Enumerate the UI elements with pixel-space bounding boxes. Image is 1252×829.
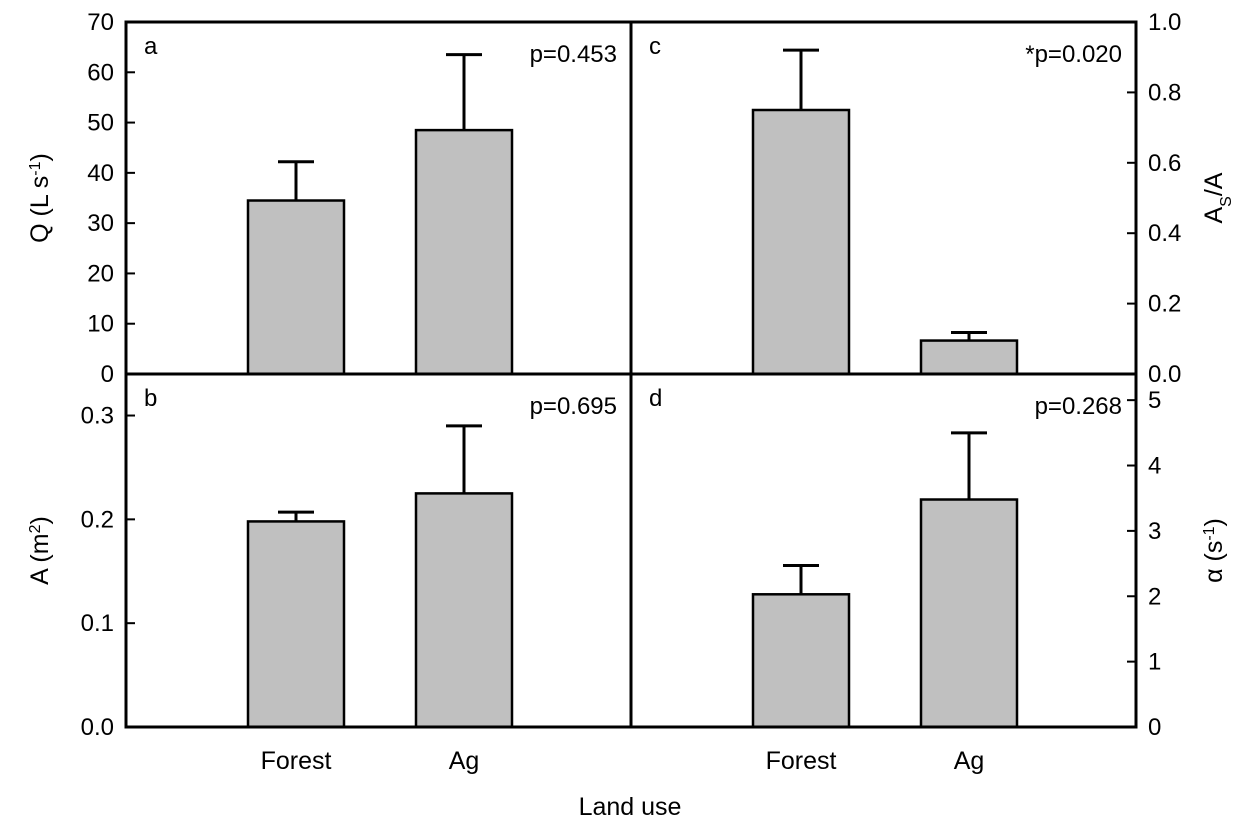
panel-d-y-tick-label-5: 5 <box>1148 387 1161 414</box>
panel-b-category-label-1: Ag <box>449 747 480 775</box>
panel-c-y-tick-label-2: 0.4 <box>1148 220 1181 247</box>
panel-d-y-axis-title: α (s-1) <box>1200 518 1228 583</box>
panel-c-bar-1 <box>919 339 1019 376</box>
panel-c-y-tick-label-0: 0.0 <box>1148 361 1181 388</box>
panel-a-letter: a <box>144 33 158 60</box>
panel-d-y-tick-label-4: 4 <box>1148 453 1161 480</box>
panel-c-y-axis-title: AS/A <box>1200 172 1235 223</box>
panel-b-bar-1 <box>414 492 514 729</box>
panel-a-y-tick-label-5: 50 <box>87 110 114 137</box>
panel-a-y-tick-label-1: 10 <box>87 311 114 338</box>
panel-d-bar-0 <box>751 593 851 729</box>
panel-c-y-tick-label-4: 0.8 <box>1148 79 1181 106</box>
panel-c-bar-0 <box>751 108 851 376</box>
panel-b-p-value: p=0.695 <box>530 393 617 420</box>
panel-c-letter: c <box>649 33 661 60</box>
panel-a-y-tick-label-6: 60 <box>87 59 114 86</box>
panel-c-y-tick-label-5: 1.0 <box>1148 9 1181 36</box>
panel-b-y-tick-label-0: 0.0 <box>81 714 114 741</box>
panel-b-y-axis-title: A (m2) <box>26 516 54 585</box>
panel-b-bar-0 <box>246 520 346 729</box>
panel-d-y-tick-label-3: 3 <box>1148 518 1161 545</box>
panel-b-letter: b <box>144 385 157 412</box>
panel-a-y-tick-label-0: 0 <box>101 361 114 388</box>
panel-d-bar-1 <box>919 498 1019 729</box>
panel-d-p-value: p=0.268 <box>1035 393 1122 420</box>
panel-a-p-value: p=0.453 <box>530 41 617 68</box>
panel-a-y-tick-label-4: 40 <box>87 160 114 187</box>
panel-d-y-tick-label-2: 2 <box>1148 583 1161 610</box>
panel-b-y-tick-label-3: 0.3 <box>81 403 114 430</box>
panel-d-category-label-0: Forest <box>766 747 837 775</box>
panel-c-y-tick-label-1: 0.2 <box>1148 291 1181 318</box>
panel-d-category-label-1: Ag <box>954 747 985 775</box>
panel-c-y-tick-label-3: 0.6 <box>1148 150 1181 177</box>
panel-a-bar-0 <box>246 199 346 376</box>
panel-a-y-tick-label-7: 70 <box>87 9 114 36</box>
panel-c-p-value: *p=0.020 <box>1025 41 1122 68</box>
panel-d-y-tick-label-1: 1 <box>1148 649 1161 676</box>
panel-a-y-axis-title: Q (L s-1) <box>26 153 54 243</box>
panel-a-bar-1 <box>414 128 514 376</box>
panel-a-y-tick-label-2: 20 <box>87 260 114 287</box>
panel-d-y-tick-label-0: 0 <box>1148 714 1161 741</box>
panel-b-category-label-0: Forest <box>261 747 332 775</box>
panel-b-y-tick-label-2: 0.2 <box>81 506 114 533</box>
panel-a-y-tick-label-3: 30 <box>87 210 114 237</box>
panel-b-y-tick-label-1: 0.1 <box>81 610 114 637</box>
panel-d-letter: d <box>649 385 662 412</box>
shared-x-axis-title: Land use <box>579 793 682 821</box>
